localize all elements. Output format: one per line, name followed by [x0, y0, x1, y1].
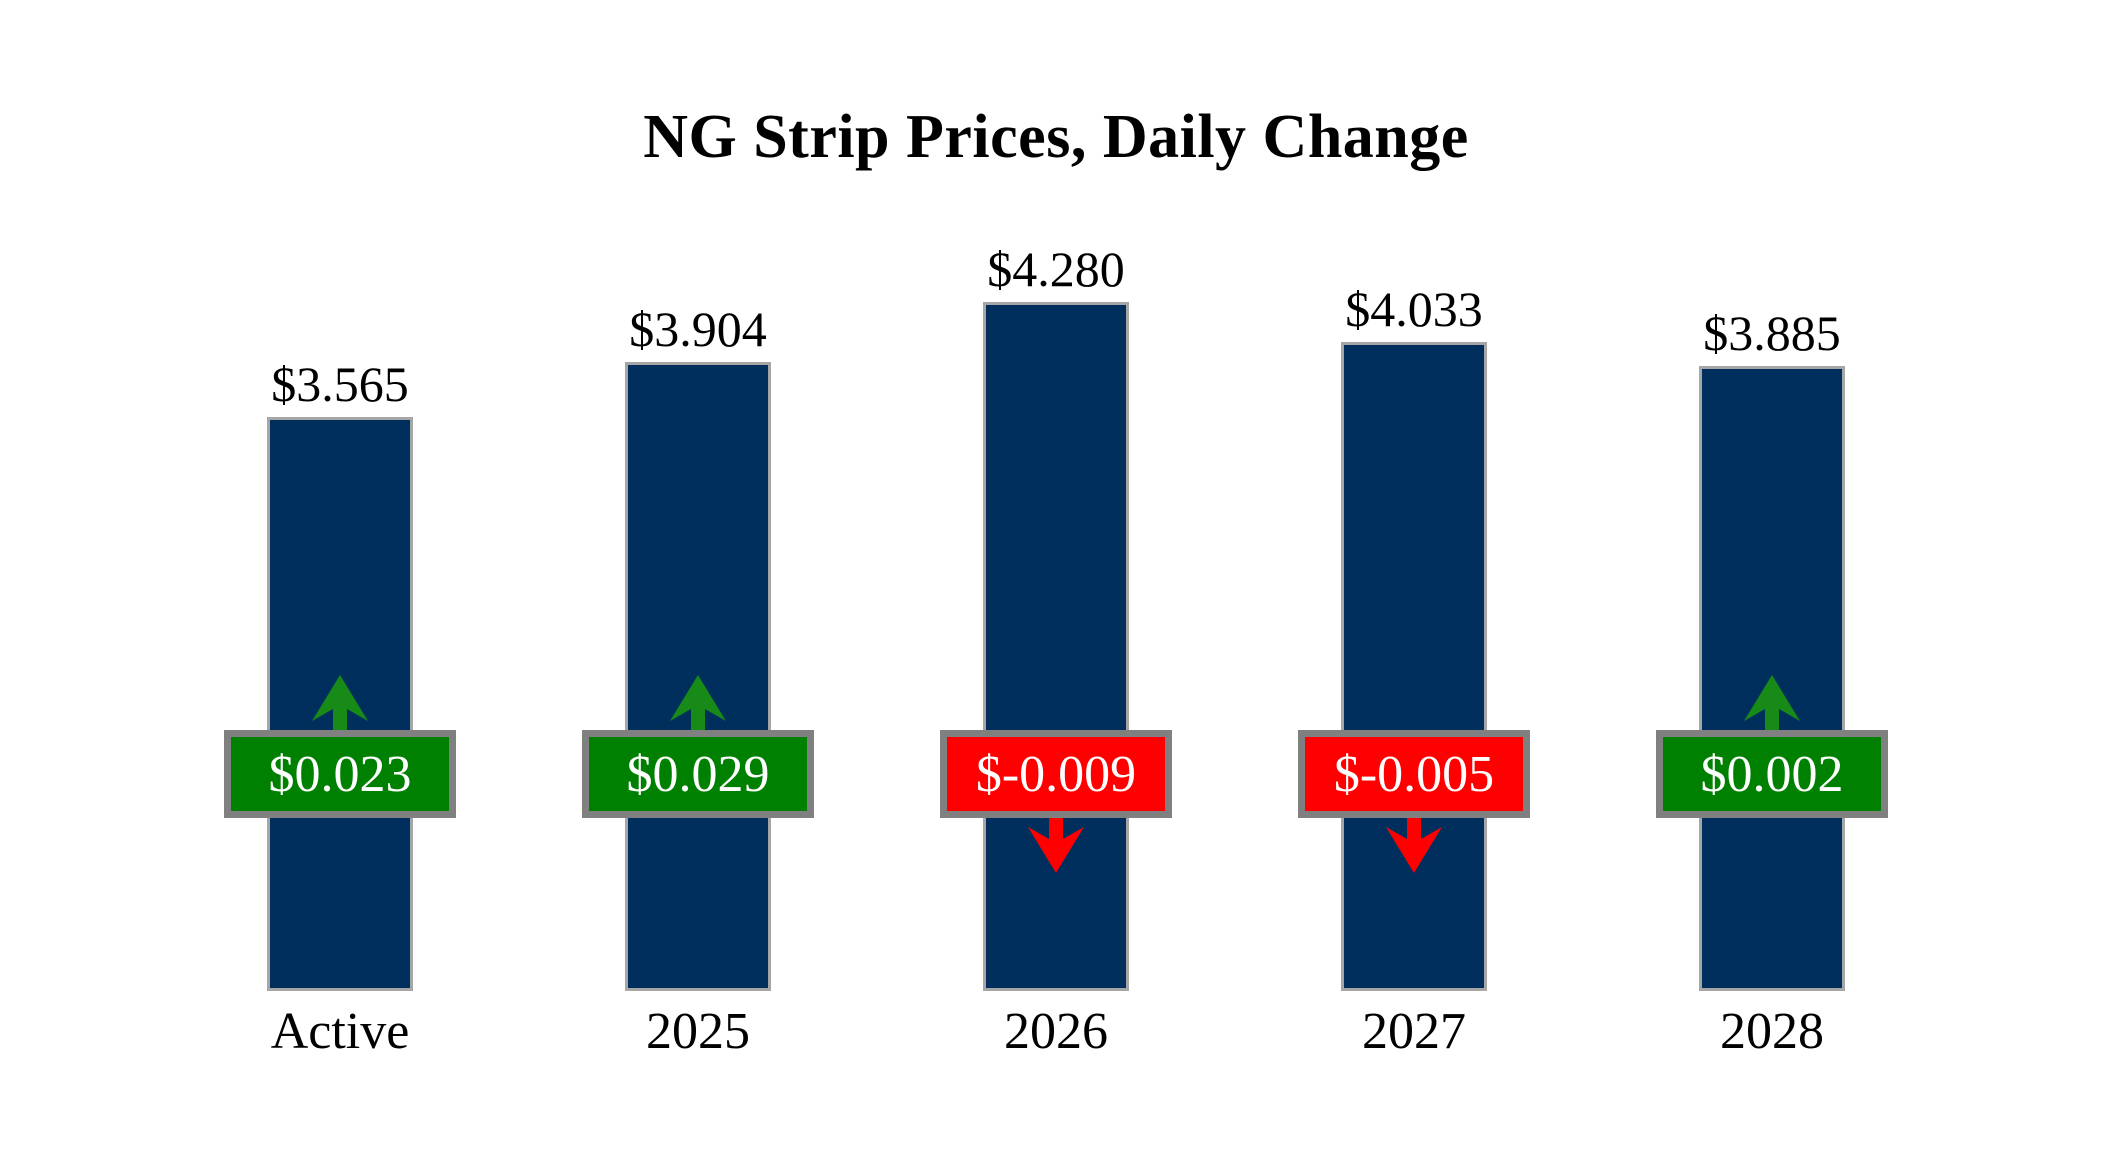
price-label-2027: $4.033	[1345, 281, 1483, 337]
chart-title: NG Strip Prices, Daily Change	[643, 103, 1469, 171]
up-arrow-icon-2028	[1744, 675, 1800, 731]
down-arrow-icon-2027	[1386, 817, 1442, 873]
down-arrow-icon-2026	[1028, 817, 1084, 873]
category-label-2026: 2026	[1004, 1003, 1108, 1060]
bar-2026	[983, 302, 1129, 991]
change-badge-2028: $0.002	[1656, 730, 1888, 818]
category-label-2028: 2028	[1720, 1003, 1824, 1060]
up-arrow-icon-active	[312, 675, 368, 731]
change-badge-2027: $-0.005	[1298, 730, 1530, 818]
price-label-active: $3.565	[271, 356, 409, 412]
category-label-active: Active	[270, 1003, 410, 1060]
bar-2027	[1341, 342, 1487, 991]
change-badge-active: $0.023	[224, 730, 456, 818]
change-badge-2025: $0.029	[582, 730, 814, 818]
change-badge-2026: $-0.009	[940, 730, 1172, 818]
category-label-2025: 2025	[646, 1003, 750, 1060]
category-label-2027: 2027	[1362, 1003, 1466, 1060]
price-label-2028: $3.885	[1703, 305, 1841, 361]
price-label-2026: $4.280	[987, 241, 1125, 297]
up-arrow-icon-2025	[670, 675, 726, 731]
price-label-2025: $3.904	[629, 301, 767, 357]
